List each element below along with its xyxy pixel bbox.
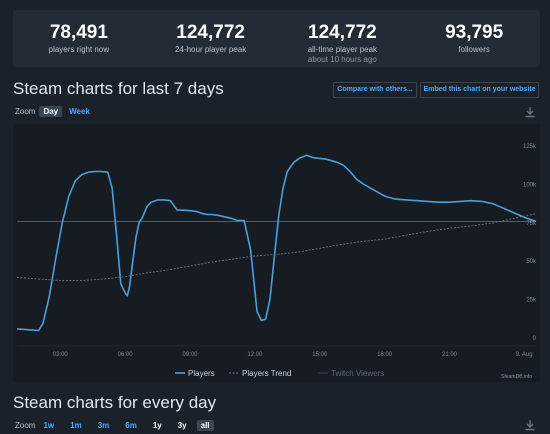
zoom-all-button[interactable]: all	[196, 420, 214, 431]
zoom-week-button[interactable]: Week	[69, 107, 90, 116]
zoom-label: Zoom	[15, 107, 36, 116]
x-tick-label: 15:00	[312, 352, 328, 358]
players-chart: 0 25k 50k 75k 100k 125k 03:00 06:00 09:00 12:00 1…	[16, 144, 537, 380]
download-icon[interactable]	[524, 106, 536, 118]
chart-legend: Players Players Trend Twitch Viewers	[175, 369, 384, 378]
x-tick-label: 03:00	[53, 352, 69, 358]
series-players-trend	[16, 213, 537, 282]
stat-value: 124,772	[176, 22, 245, 43]
stat-sub: about 10 hours ago	[307, 55, 377, 64]
y-tick-label: 0	[533, 336, 537, 342]
zoom-row-7-days: Zoom Day Week	[15, 106, 97, 117]
section-title-every-day: Steam charts for every day	[13, 393, 217, 412]
stats-bar: 78,491 players right now 124,772 24-hour…	[13, 10, 540, 67]
y-axis-ticks: 0 25k 50k 75k 100k 125k	[523, 144, 537, 342]
zoom-day-button[interactable]: Day	[39, 106, 63, 117]
y-tick-label: 125k	[523, 144, 537, 150]
series-players	[16, 154, 537, 332]
zoom-1m-button[interactable]: 1m	[70, 421, 82, 430]
stat-all-time-peak: 124,772 all-time player peak about 10 ho…	[277, 10, 409, 67]
legend-item[interactable]: Players	[188, 369, 215, 378]
x-tick-label: 21:00	[442, 352, 458, 358]
zoom-6m-button[interactable]: 6m	[125, 421, 137, 430]
stat-label: followers	[458, 45, 490, 54]
zoom-row-every-day: Zoom 1w 1m 3m 6m 1y 3y all	[15, 420, 217, 431]
section-title-7-days: Steam charts for last 7 days	[13, 79, 224, 98]
x-tick-label: 9. Aug	[516, 352, 533, 358]
stat-value: 78,491	[49, 22, 108, 43]
zoom-3y-button[interactable]: 3y	[177, 421, 187, 430]
zoom-1w-button[interactable]: 1w	[43, 421, 55, 430]
x-tick-label: 12:00	[247, 352, 263, 358]
chart-grid	[17, 221, 536, 347]
stat-24h-peak: 124,772 24-hour player peak	[145, 10, 277, 67]
y-tick-label: 25k	[526, 298, 537, 304]
y-tick-label: 100k	[523, 182, 537, 188]
compare-button[interactable]: Compare with others...	[333, 82, 417, 98]
y-tick-label: 50k	[526, 259, 537, 265]
stat-label: 24-hour player peak	[175, 45, 247, 54]
y-tick-label: 75k	[526, 221, 537, 227]
x-tick-label: 18:00	[377, 352, 393, 358]
chart-lines	[16, 154, 537, 332]
stat-label: players right now	[48, 45, 110, 54]
stat-value: 93,795	[445, 22, 504, 43]
legend-item[interactable]: Players Trend	[242, 369, 291, 378]
legend-item[interactable]: Twitch Viewers	[331, 369, 384, 378]
zoom-1y-button[interactable]: 1y	[152, 421, 162, 430]
download-icon[interactable]	[524, 419, 536, 431]
x-tick-label: 09:00	[182, 352, 198, 358]
zoom-3m-button[interactable]: 3m	[97, 421, 110, 430]
zoom-label: Zoom	[15, 421, 36, 430]
stat-value: 124,772	[308, 22, 377, 43]
x-tick-label: 06:00	[118, 352, 134, 358]
stat-followers: 93,795 followers	[408, 10, 540, 67]
chart-credit: SteamDB.info	[501, 374, 532, 380]
stat-label: all-time player peak	[307, 45, 378, 54]
embed-button[interactable]: Embed this chart on your website	[420, 82, 539, 98]
x-axis-ticks: 03:00 06:00 09:00 12:00 15:00 18:00 21:00 9. Au…	[53, 352, 533, 358]
chart-panel: 0 25k 50k 75k 100k 125k 03:00 06:00 09:00 12:00 1…	[13, 124, 540, 382]
stat-players-now: 78,491 players right now	[13, 10, 145, 67]
